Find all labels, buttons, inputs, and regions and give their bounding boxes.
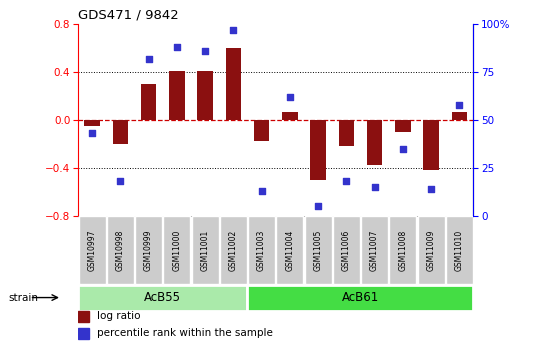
Bar (84, 120, 100, 126)
Point (144, 56, 153, 61)
Bar (361, 216, 388, 284)
Bar (135, 216, 162, 284)
Text: GSM10997: GSM10997 (88, 229, 97, 271)
Text: GDS471 / 9842: GDS471 / 9842 (78, 9, 179, 22)
Point (342, 178, 351, 184)
Text: AcB61: AcB61 (342, 291, 379, 304)
Point (455, 102, 464, 107)
Bar (305, 216, 331, 284)
Point (314, 203, 322, 209)
Text: log ratio: log ratio (97, 311, 140, 321)
Text: GSM11005: GSM11005 (314, 229, 323, 271)
Point (399, 146, 407, 151)
Bar (247, 285, 473, 310)
Bar (79, 216, 105, 284)
Bar (367, 120, 383, 165)
Bar (225, 48, 241, 120)
Bar (417, 216, 444, 284)
Text: GSM10998: GSM10998 (116, 229, 125, 271)
Bar (78, 310, 89, 322)
Bar (78, 328, 89, 339)
Bar (423, 120, 439, 170)
Text: GSM11004: GSM11004 (285, 229, 294, 271)
Point (88, 130, 96, 136)
Bar (78, 285, 247, 310)
Text: percentile rank within the sample: percentile rank within the sample (97, 328, 273, 338)
Point (173, 45, 181, 50)
Point (116, 178, 125, 184)
Text: GSM11003: GSM11003 (257, 229, 266, 271)
Text: GSM10999: GSM10999 (144, 229, 153, 271)
Text: GSM11002: GSM11002 (229, 229, 238, 271)
Point (229, 27, 238, 33)
Text: AcB55: AcB55 (144, 291, 181, 304)
Bar (282, 111, 298, 120)
Point (257, 188, 266, 194)
Bar (338, 120, 354, 146)
Text: GSM11006: GSM11006 (342, 229, 351, 271)
Point (370, 184, 379, 190)
Bar (112, 120, 128, 144)
Bar (310, 120, 326, 180)
Text: GSM11008: GSM11008 (398, 229, 407, 271)
Text: GSM11009: GSM11009 (427, 229, 436, 271)
Point (427, 186, 435, 191)
Text: GSM11010: GSM11010 (455, 229, 464, 271)
Bar (277, 216, 303, 284)
Bar (197, 71, 213, 120)
Text: GSM11007: GSM11007 (370, 229, 379, 271)
Text: GSM11000: GSM11000 (172, 229, 181, 271)
Bar (220, 216, 247, 284)
Bar (141, 84, 157, 120)
Bar (192, 216, 218, 284)
Point (286, 94, 294, 100)
Bar (107, 216, 134, 284)
Bar (169, 71, 185, 120)
Text: GSM11001: GSM11001 (201, 229, 210, 271)
Bar (390, 216, 416, 284)
Bar (451, 111, 467, 120)
Bar (395, 120, 410, 132)
Point (201, 48, 209, 54)
Bar (254, 120, 270, 141)
Text: strain: strain (8, 293, 38, 303)
Bar (164, 216, 190, 284)
Bar (248, 216, 275, 284)
Bar (333, 216, 360, 284)
Bar (446, 216, 473, 284)
